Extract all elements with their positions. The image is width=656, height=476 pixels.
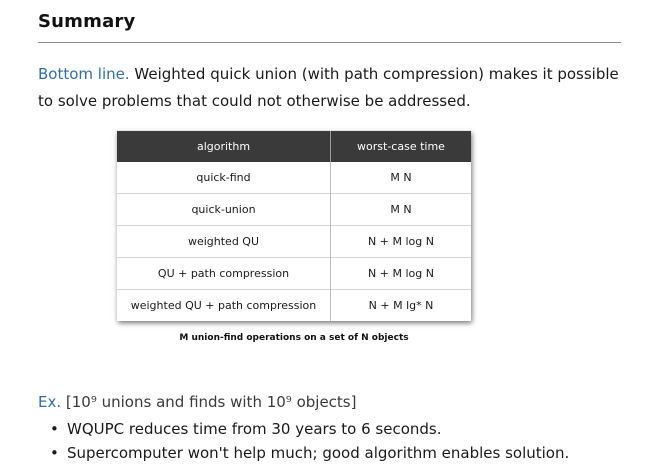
table-header-row: algorithm worst-case time [117,131,471,162]
list-item: • Supercomputer won't help much; good al… [50,441,569,465]
header-algorithm: algorithm [117,131,331,162]
algorithm-cell: QU + path compression [117,257,331,290]
time-cell: N + M log N [330,225,471,258]
complexity-table-container: algorithm worst-case time quick-find M N… [117,131,471,321]
header-worst-case-time: worst-case time [330,131,471,162]
example-line: Ex. [10⁹ unions and finds with 10⁹ objec… [38,393,356,411]
algorithm-cell: quick-find [117,162,331,194]
complexity-table: algorithm worst-case time quick-find M N… [117,131,471,321]
time-cell: N + M lg* N [330,289,471,321]
bullet-text: Supercomputer won't help much; good algo… [67,444,570,462]
table-row: weighted QU + path compression N + M lg*… [117,289,471,321]
example-text: [10⁹ unions and finds with 10⁹ objects] [65,393,357,411]
algorithm-cell: weighted QU [117,225,331,258]
title-divider [38,42,621,43]
table-row: QU + path compression N + M log N [117,257,471,290]
time-cell: M N [330,193,471,226]
table-row: quick-union M N [117,193,471,226]
time-cell: N + M log N [330,257,471,290]
bullet-icon: • [50,444,59,462]
time-cell: M N [390,171,412,184]
bottom-line-paragraph: Bottom line. Weighted quick union (with … [38,61,628,115]
bottom-line-text: Weighted quick union (with path compress… [38,65,619,110]
bullet-icon: • [50,420,59,438]
page-title: Summary [38,11,136,32]
example-bullet-list: • WQUPC reduces time from 30 years to 6 … [50,417,569,465]
bottom-line-label: Bottom line. [38,65,130,83]
example-label: Ex. [38,393,62,411]
algorithm-cell: quick-union [117,193,331,226]
table-row: weighted QU N + M log N [117,225,471,258]
algorithm-cell: weighted QU + path compression [117,289,331,321]
table-row: quick-find M N [117,162,471,194]
table-caption: M union-find operations on a set of N ob… [179,333,409,343]
list-item: • WQUPC reduces time from 30 years to 6 … [50,417,569,441]
bullet-text: WQUPC reduces time from 30 years to 6 se… [67,420,442,438]
